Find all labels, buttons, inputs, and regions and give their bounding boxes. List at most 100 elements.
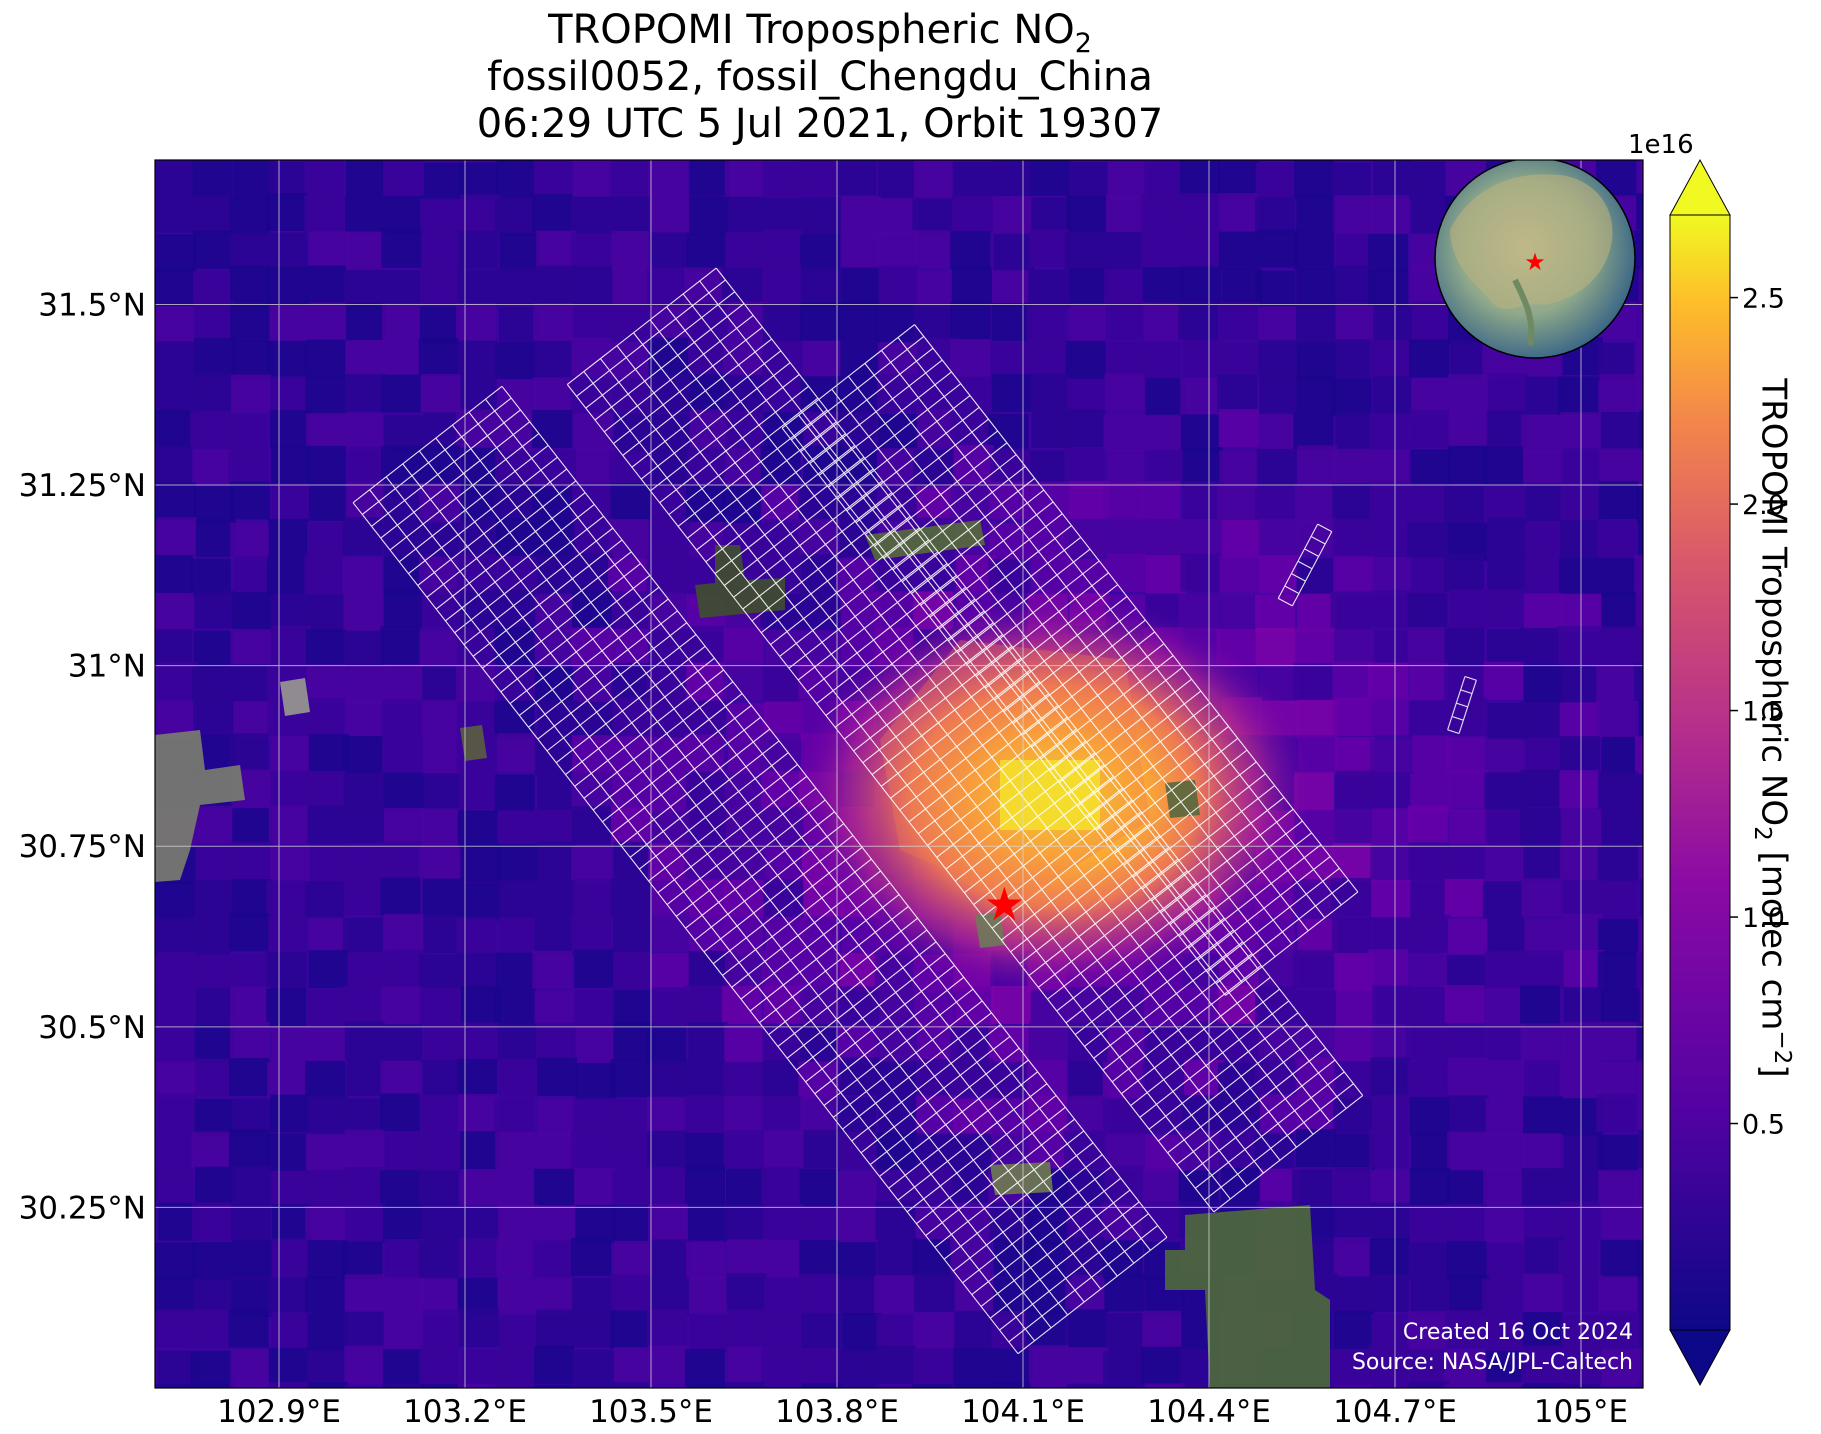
no2-pixel — [156, 1132, 197, 1171]
no2-pixel — [346, 160, 387, 196]
no2-pixel — [190, 411, 231, 450]
no2-pixel — [266, 1133, 307, 1172]
footprint-line — [975, 572, 1109, 677]
no2-pixel — [381, 699, 422, 738]
no2-pixel — [1219, 193, 1260, 232]
no2-pixel — [385, 1383, 426, 1388]
no2-pixel — [421, 589, 462, 628]
no2-pixel — [1333, 698, 1374, 737]
no2-pixel — [533, 303, 574, 342]
footprint-line — [1304, 548, 1319, 557]
no2-pixel — [991, 373, 1032, 412]
no2-pixel — [1410, 773, 1451, 812]
no2-pixel — [496, 952, 537, 991]
no2-pixel — [1030, 160, 1071, 196]
no2-pixel — [230, 628, 271, 667]
no2-pixel — [1636, 485, 1643, 524]
no2-pixel — [494, 700, 535, 739]
no2-pixel — [1523, 664, 1564, 703]
no2-pixel — [461, 1349, 502, 1388]
no2-pixel — [1292, 1169, 1333, 1208]
no2-pixel — [1599, 374, 1640, 413]
no2-pixel — [499, 232, 540, 271]
longitude-tick-label: 104.4°E — [1147, 1394, 1271, 1430]
no2-pixel — [458, 230, 499, 269]
no2-pixel — [1296, 268, 1337, 307]
no2-pixel — [571, 914, 612, 953]
no2-pixel — [342, 557, 383, 596]
no2-pixel — [1333, 1237, 1374, 1276]
no2-pixel — [1106, 1133, 1147, 1172]
no2-pixel — [574, 949, 615, 988]
footprint-line — [781, 324, 915, 429]
no2-pixel — [1634, 625, 1643, 664]
no2-pixel — [423, 162, 464, 201]
no2-pixel — [496, 160, 537, 199]
footprint-swath — [781, 324, 1359, 996]
no2-pixel — [418, 954, 459, 993]
no2-pixel — [423, 773, 464, 812]
no2-pixel — [1598, 1021, 1639, 1060]
no2-pixel — [1026, 304, 1067, 343]
no2-pixel — [1596, 1061, 1637, 1100]
footprint-line — [565, 657, 715, 775]
no2-pixel — [1448, 770, 1489, 809]
no2-pixel — [1104, 373, 1145, 412]
no2-pixel — [649, 484, 690, 523]
no2-pixel — [723, 1203, 764, 1242]
no2-pixel — [1444, 843, 1485, 882]
no2-pixel — [724, 842, 765, 881]
no2-pixel — [1179, 193, 1220, 232]
no2-pixel — [157, 1202, 198, 1241]
no2-pixel — [345, 697, 386, 736]
no2-pixel — [685, 1384, 726, 1388]
no2-pixel — [799, 1347, 840, 1386]
no2-pixel — [799, 1023, 840, 1062]
footprint-line — [874, 442, 1008, 547]
no2-pixel — [1219, 556, 1260, 595]
no2-pixel — [1524, 557, 1565, 596]
no2-pixel — [1449, 589, 1490, 628]
no2-pixel — [347, 952, 388, 991]
no2-pixel — [1408, 700, 1449, 739]
no2-pixel — [1178, 301, 1219, 340]
no2-pixel — [155, 446, 193, 485]
colorbar-label: TROPOMI Tropospheric NO2 [molec cm−2] — [1748, 378, 1796, 1078]
no2-pixel — [1220, 591, 1261, 630]
footprint-line — [1093, 941, 1243, 1059]
no2-pixel — [1031, 409, 1072, 448]
no2-pixel — [1482, 446, 1523, 485]
no2-pixel — [572, 1098, 613, 1137]
no2-pixel — [307, 1381, 348, 1388]
no2-pixel — [342, 985, 383, 1024]
no2-pixel — [155, 267, 194, 306]
no2-pixel — [1141, 1346, 1182, 1385]
no2-pixel — [763, 1239, 804, 1278]
no2-pixel — [1485, 987, 1526, 1026]
footprint-line — [1464, 675, 1477, 681]
no2-pixel — [230, 265, 271, 304]
no2-pixel — [1444, 1384, 1485, 1388]
no2-pixel — [609, 160, 650, 196]
no2-pixel — [1406, 522, 1447, 561]
no2-pixel — [1293, 231, 1334, 270]
no2-pixel — [1406, 1022, 1447, 1061]
no2-pixel — [228, 1309, 269, 1348]
no2-pixel — [1143, 160, 1184, 199]
no2-pixel — [342, 735, 383, 774]
no2-pixel — [571, 846, 612, 885]
footprint-line — [1130, 988, 1280, 1106]
no2-pixel — [610, 1059, 651, 1098]
no2-pixel — [574, 989, 615, 1028]
satellite-patch-north — [865, 520, 985, 560]
no2-pixel — [1335, 1134, 1376, 1173]
no2-pixel — [1142, 1310, 1183, 1349]
footprint-line — [352, 385, 503, 504]
no2-pixel — [1103, 413, 1144, 452]
no2-pixel — [689, 915, 730, 954]
no2-pixel — [192, 160, 233, 199]
footprint-line — [1001, 823, 1151, 941]
no2-pixel — [761, 265, 802, 304]
no2-pixel — [1107, 1025, 1148, 1064]
no2-pixel — [230, 374, 271, 413]
